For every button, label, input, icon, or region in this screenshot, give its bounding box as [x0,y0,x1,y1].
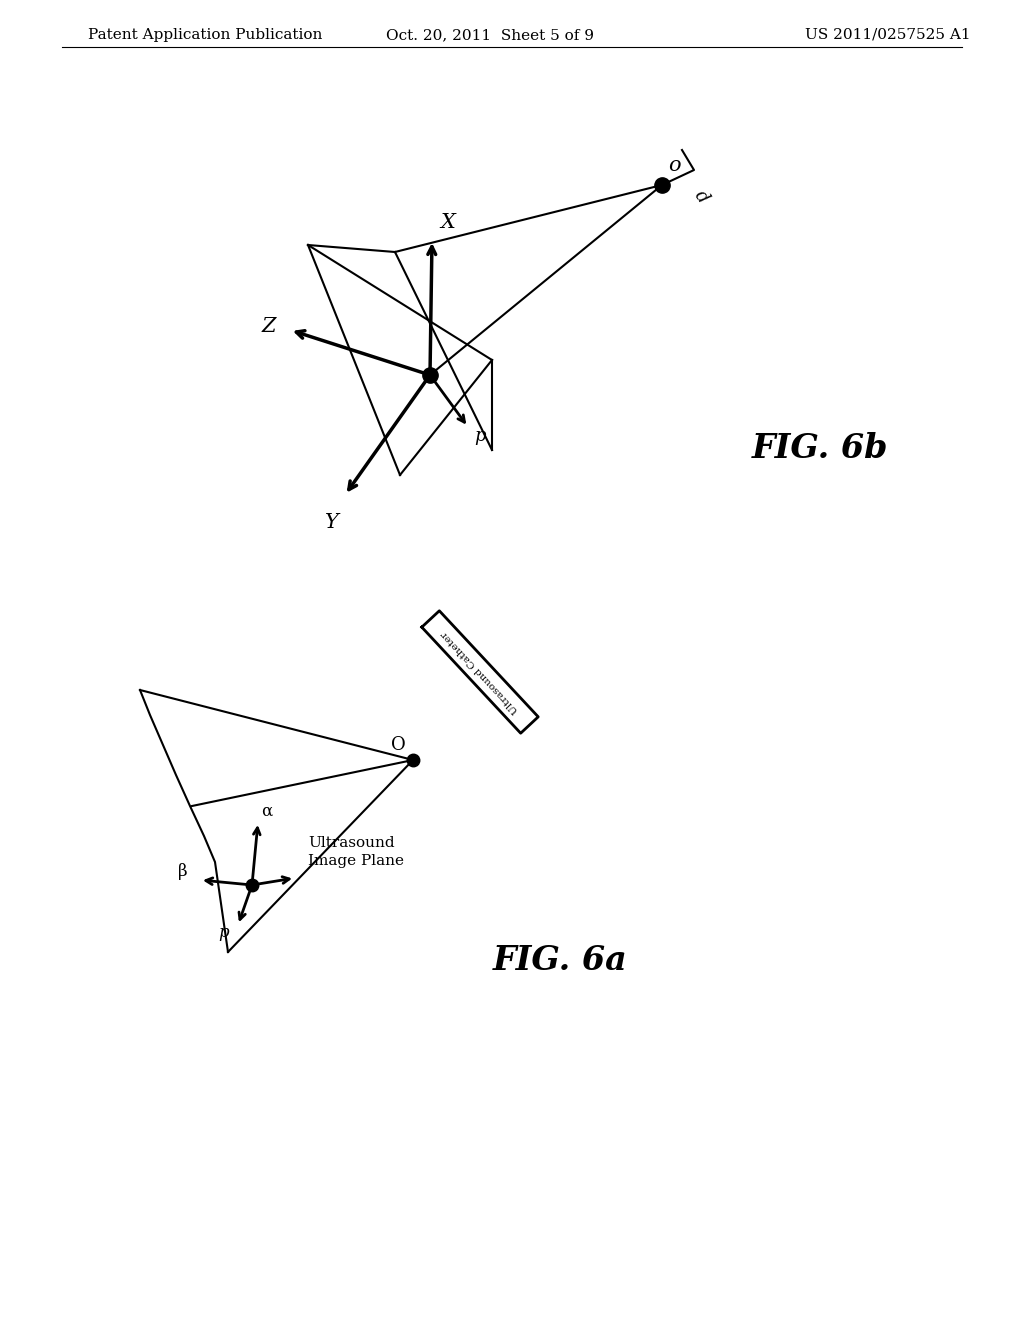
Text: p: p [474,426,485,445]
Text: p: p [218,924,228,941]
Text: Oct. 20, 2011  Sheet 5 of 9: Oct. 20, 2011 Sheet 5 of 9 [386,28,594,42]
Text: d: d [690,187,712,207]
Text: FIG. 6a: FIG. 6a [493,944,628,977]
Text: α: α [261,803,272,820]
Text: X: X [440,213,455,232]
Text: Patent Application Publication: Patent Application Publication [88,28,323,42]
Text: β: β [178,863,187,880]
Text: US 2011/0257525 A1: US 2011/0257525 A1 [805,28,971,42]
Text: Y: Y [325,513,339,532]
Text: Ultrasound
Image Plane: Ultrasound Image Plane [308,836,404,869]
Text: Z: Z [262,317,276,335]
Text: Ultrasound Catheter: Ultrasound Catheter [439,630,520,715]
Polygon shape [422,611,539,733]
Text: o: o [668,156,681,176]
Text: FIG. 6b: FIG. 6b [752,432,888,465]
Text: O: O [391,737,406,754]
